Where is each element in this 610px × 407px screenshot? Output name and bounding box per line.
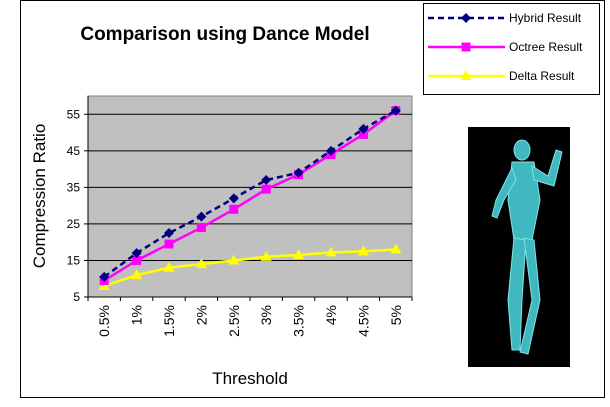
- x-tick-label: 2%: [193, 305, 209, 325]
- x-tick-label: 5%: [388, 305, 404, 325]
- x-tick-label: 4.5%: [355, 305, 371, 337]
- marker: [229, 205, 238, 214]
- x-tick-label: 2.5%: [226, 305, 242, 337]
- x-tick-label: 1.5%: [161, 305, 177, 337]
- marker: [262, 185, 271, 194]
- y-tick-label: 15: [67, 253, 81, 267]
- y-tick-label: 25: [67, 217, 81, 231]
- y-tick-label: 45: [67, 144, 81, 158]
- chart: Comparison using Dance Model Threshold C…: [0, 0, 610, 402]
- x-tick-label: 4%: [323, 305, 339, 325]
- y-tick-label: 35: [67, 180, 81, 194]
- x-tick-label: 1%: [129, 305, 145, 325]
- x-tick-label: 3.5%: [291, 305, 307, 337]
- chart-title: Comparison using Dance Model: [80, 24, 369, 45]
- x-tick-label: 3%: [258, 305, 274, 325]
- marker: [197, 223, 206, 232]
- dancer-image: [468, 127, 570, 367]
- y-tick-label: 55: [67, 107, 81, 121]
- y-axis-label: Compression Ratio: [30, 124, 49, 269]
- legend-label: Octree Result: [509, 40, 583, 54]
- x-axis-label: Threshold: [212, 369, 288, 388]
- legend-label: Hybrid Result: [509, 11, 582, 25]
- marker: [165, 240, 174, 249]
- x-tick-label: 0.5%: [96, 305, 112, 337]
- y-tick-label: 5: [73, 290, 80, 304]
- legend-label: Delta Result: [509, 69, 575, 83]
- marker: [462, 43, 471, 52]
